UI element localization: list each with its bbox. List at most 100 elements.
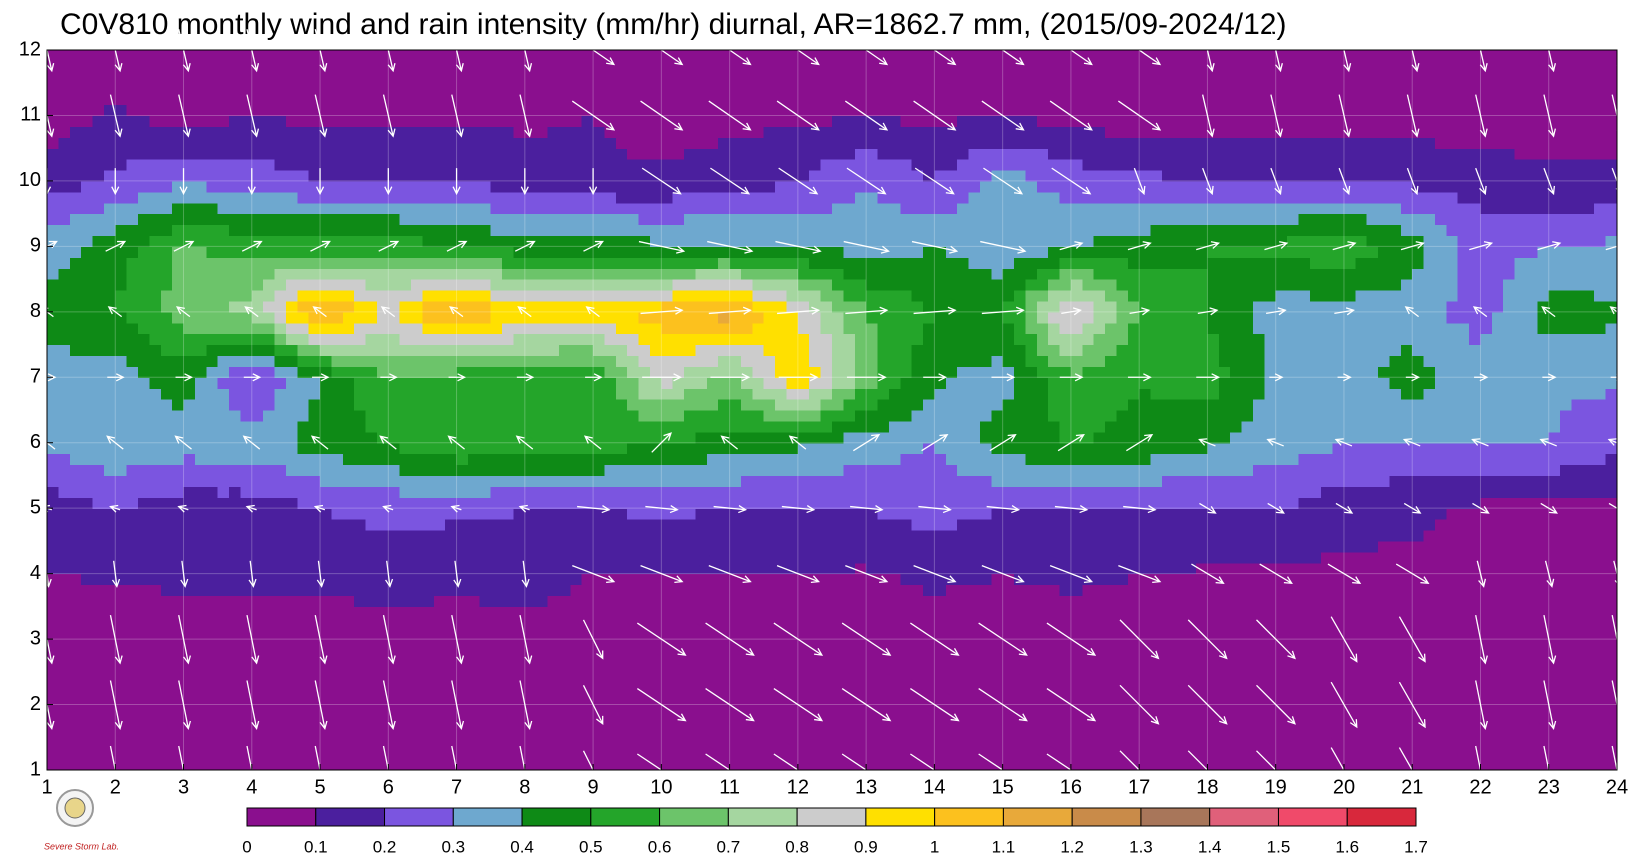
rain-patch [285, 464, 298, 477]
rain-patch [968, 726, 981, 738]
rain-patch [251, 420, 264, 433]
rain-patch [911, 497, 924, 509]
rain-patch [1571, 748, 1584, 760]
rain-patch [1025, 497, 1038, 509]
rain-patch [1343, 410, 1356, 422]
rain-patch [308, 628, 321, 640]
rain-patch [115, 562, 128, 575]
rain-patch [570, 551, 583, 564]
rain-patch [411, 442, 424, 455]
rain-patch [263, 726, 276, 738]
rain-patch [376, 540, 389, 553]
rain-patch [1321, 671, 1334, 684]
rain-patch [172, 671, 185, 684]
rain-patch [1070, 693, 1083, 706]
rain-patch [172, 628, 185, 640]
rain-patch [433, 737, 446, 749]
rain-patch [911, 530, 924, 542]
rain-patch [1014, 650, 1027, 662]
rain-patch [1150, 453, 1163, 466]
rain-patch [934, 573, 947, 586]
rain-patch [1491, 486, 1504, 498]
rain-patch [1014, 704, 1027, 717]
rain-patch [649, 715, 662, 727]
rain-patch [1218, 475, 1231, 487]
rain-patch [456, 453, 469, 466]
rain-patch [217, 715, 230, 727]
rain-patch [649, 540, 662, 553]
rain-patch [1070, 759, 1083, 771]
rain-patch [695, 410, 708, 422]
rain-patch [445, 682, 458, 695]
rain-patch [911, 671, 924, 684]
rain-patch [376, 660, 389, 673]
rain-patch [991, 442, 1004, 455]
rain-patch [900, 530, 913, 542]
rain-patch [729, 660, 742, 673]
rain-patch [1412, 530, 1425, 542]
rain-patch [1161, 410, 1174, 422]
rain-patch [706, 442, 719, 455]
rain-patch [320, 704, 333, 717]
rain-patch [1582, 562, 1595, 575]
rain-patch [820, 584, 833, 597]
rain-patch [58, 388, 71, 400]
rain-patch [763, 388, 776, 400]
rain-patch [456, 584, 469, 597]
rain-patch [1241, 584, 1254, 597]
rain-patch [1343, 650, 1356, 662]
rain-patch [308, 584, 321, 597]
rain-patch [866, 540, 879, 553]
rain-patch [47, 377, 59, 389]
rain-patch [1298, 606, 1311, 618]
rain-patch [1525, 715, 1538, 727]
rain-patch [240, 737, 253, 749]
rain-patch [1548, 508, 1561, 520]
rain-patch [570, 671, 583, 684]
rain-patch [1400, 573, 1413, 586]
rain-patch [1139, 453, 1152, 466]
rain-patch [1184, 584, 1197, 597]
rain-patch [638, 377, 651, 389]
rain-patch [58, 508, 71, 520]
rain-patch [923, 562, 935, 575]
rain-patch [1002, 671, 1015, 684]
rain-patch [888, 519, 901, 531]
rain-cell [524, 442, 594, 509]
rain-patch [1503, 759, 1516, 771]
rain-patch [1378, 759, 1391, 771]
rain-patch [1025, 519, 1038, 531]
rain-patch [615, 704, 628, 717]
rain-patch [138, 551, 150, 564]
rain-patch [1070, 704, 1083, 717]
rain-patch [376, 508, 389, 520]
rain-patch [138, 420, 150, 433]
rain-patch [467, 595, 480, 607]
rain-patch [411, 682, 424, 695]
rain-patch [558, 442, 571, 455]
rain-patch [945, 682, 958, 695]
rain-patch [1207, 759, 1220, 771]
rain-patch [490, 486, 503, 498]
rain-patch [1400, 540, 1413, 553]
rain-patch [126, 562, 139, 575]
rain-patch [957, 606, 970, 618]
rain-patch [1525, 573, 1538, 586]
rain-patch [445, 704, 458, 717]
rain-patch [433, 606, 446, 618]
rain-patch [558, 540, 571, 553]
rain-patch [285, 660, 298, 673]
rain-patch [194, 399, 207, 411]
rain-cell [729, 508, 799, 575]
rain-patch [1014, 617, 1027, 629]
rain-patch [1423, 530, 1436, 542]
rain-patch [422, 399, 435, 411]
rain-patch [945, 420, 958, 433]
rain-patch [888, 595, 901, 607]
rain-patch [138, 475, 150, 487]
rain-patch [1275, 486, 1288, 498]
rain-patch [1366, 497, 1379, 509]
rain-patch [1537, 682, 1550, 695]
rain-patch [331, 420, 344, 433]
rain-patch [1355, 464, 1368, 477]
